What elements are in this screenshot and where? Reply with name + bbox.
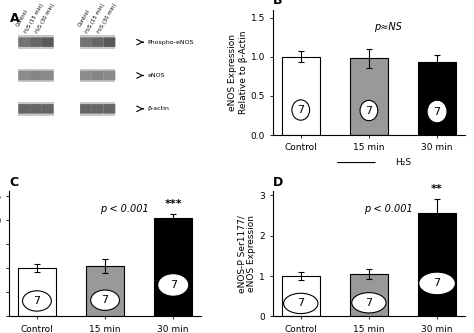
Bar bbox=[86, 266, 124, 316]
Text: H₂S (30 min): H₂S (30 min) bbox=[35, 3, 56, 34]
FancyBboxPatch shape bbox=[42, 37, 54, 47]
FancyBboxPatch shape bbox=[80, 104, 92, 114]
Text: Control: Control bbox=[15, 9, 29, 28]
Text: 7: 7 bbox=[33, 296, 40, 306]
Text: ***: *** bbox=[164, 199, 182, 209]
Text: H₂S (15 min): H₂S (15 min) bbox=[85, 2, 106, 34]
Text: 7: 7 bbox=[365, 106, 373, 116]
FancyBboxPatch shape bbox=[92, 37, 104, 47]
FancyBboxPatch shape bbox=[30, 71, 42, 80]
Text: H₂S (30 min): H₂S (30 min) bbox=[97, 3, 118, 34]
FancyBboxPatch shape bbox=[80, 102, 115, 116]
FancyBboxPatch shape bbox=[104, 104, 115, 114]
FancyBboxPatch shape bbox=[104, 37, 115, 47]
FancyBboxPatch shape bbox=[42, 71, 54, 80]
FancyBboxPatch shape bbox=[80, 71, 92, 80]
Text: D: D bbox=[273, 176, 283, 189]
Text: C: C bbox=[9, 176, 18, 189]
FancyBboxPatch shape bbox=[18, 71, 30, 80]
FancyBboxPatch shape bbox=[104, 71, 115, 80]
FancyBboxPatch shape bbox=[80, 37, 92, 47]
FancyBboxPatch shape bbox=[30, 37, 42, 47]
Circle shape bbox=[159, 275, 188, 295]
Y-axis label: eNOS-P Ser1177/
eNOS Expression: eNOS-P Ser1177/ eNOS Expression bbox=[237, 215, 256, 293]
Text: Control: Control bbox=[77, 9, 91, 28]
Text: 7: 7 bbox=[101, 295, 109, 305]
FancyBboxPatch shape bbox=[92, 71, 104, 80]
FancyBboxPatch shape bbox=[30, 104, 42, 114]
Text: eNOS: eNOS bbox=[148, 73, 165, 78]
FancyBboxPatch shape bbox=[80, 69, 115, 82]
Bar bbox=[419, 213, 456, 316]
Text: A: A bbox=[9, 13, 19, 26]
Text: p < 0.001: p < 0.001 bbox=[100, 204, 148, 214]
Bar bbox=[350, 274, 388, 316]
Bar bbox=[350, 59, 388, 135]
FancyBboxPatch shape bbox=[80, 36, 115, 49]
Text: 7: 7 bbox=[434, 278, 441, 288]
FancyBboxPatch shape bbox=[92, 104, 104, 114]
Bar bbox=[282, 57, 319, 135]
Text: 7: 7 bbox=[297, 298, 304, 308]
Circle shape bbox=[23, 291, 51, 311]
Text: B: B bbox=[273, 0, 283, 7]
Bar bbox=[282, 276, 319, 316]
Text: β-actin: β-actin bbox=[148, 106, 170, 111]
FancyBboxPatch shape bbox=[18, 104, 30, 114]
Bar bbox=[18, 268, 55, 316]
Text: 7: 7 bbox=[297, 105, 304, 115]
Circle shape bbox=[292, 100, 310, 120]
Circle shape bbox=[91, 290, 119, 310]
Bar bbox=[155, 218, 192, 316]
Text: 7: 7 bbox=[170, 280, 177, 290]
Text: p≈NS: p≈NS bbox=[374, 23, 402, 33]
Text: 7: 7 bbox=[365, 298, 373, 308]
Text: H₂S: H₂S bbox=[395, 158, 411, 166]
Circle shape bbox=[420, 273, 454, 294]
Text: Phospho-eNOS: Phospho-eNOS bbox=[148, 40, 194, 45]
Text: **: ** bbox=[431, 184, 443, 194]
Circle shape bbox=[360, 100, 378, 121]
Text: 7: 7 bbox=[434, 107, 441, 117]
FancyBboxPatch shape bbox=[18, 36, 54, 49]
Circle shape bbox=[283, 293, 318, 314]
Y-axis label: eNOS Expression
Relative to β-Actin: eNOS Expression Relative to β-Actin bbox=[228, 31, 248, 114]
Text: p < 0.001: p < 0.001 bbox=[364, 204, 412, 214]
Text: H₂S (15 min): H₂S (15 min) bbox=[23, 2, 45, 34]
Bar bbox=[419, 62, 456, 135]
FancyBboxPatch shape bbox=[42, 104, 54, 114]
FancyBboxPatch shape bbox=[18, 69, 54, 82]
FancyBboxPatch shape bbox=[18, 37, 30, 47]
Circle shape bbox=[352, 293, 386, 313]
Circle shape bbox=[428, 101, 446, 122]
FancyBboxPatch shape bbox=[18, 102, 54, 116]
